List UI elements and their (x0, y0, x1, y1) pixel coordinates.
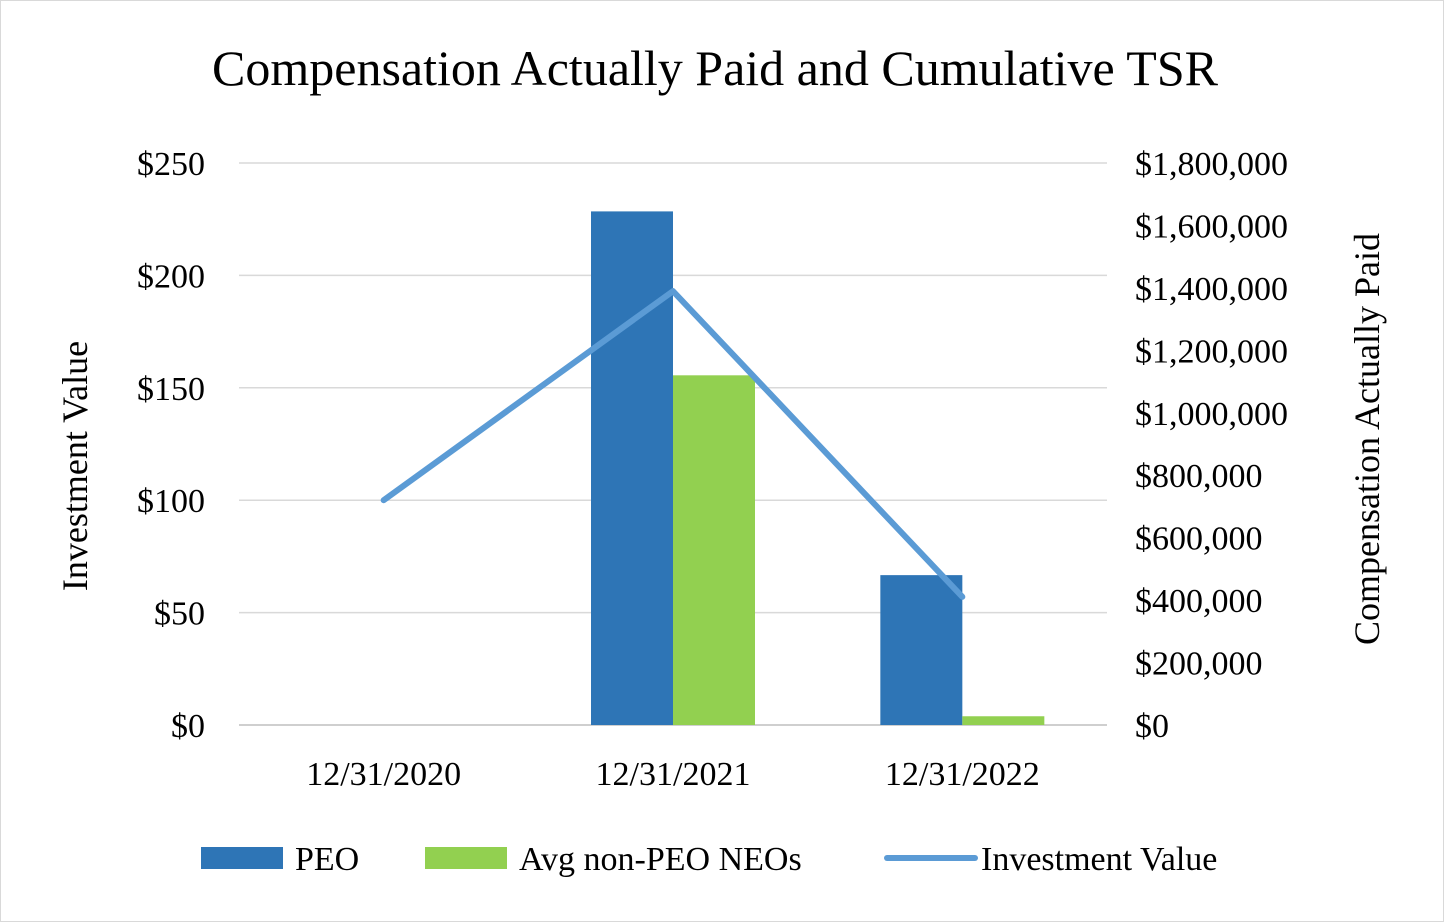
right-tick-label: $800,000 (1135, 458, 1263, 495)
legend-swatch-avg-non-peo-neos (425, 847, 507, 869)
right-tick-label: $1,000,000 (1135, 396, 1288, 433)
right-axis-label: Compensation Actually Paid (1347, 233, 1387, 645)
bar-peo (880, 575, 963, 725)
investment-line (380, 288, 966, 600)
x-tick-label: 12/31/2022 (885, 756, 1040, 793)
left-tick-label: $150 (137, 371, 205, 408)
left-axis-label: Investment Value (55, 341, 95, 591)
left-tick-label: $0 (171, 708, 205, 745)
bar-peo (591, 211, 673, 726)
legend-swatch-peo (201, 847, 283, 869)
x-tick-label: 12/31/2021 (596, 756, 751, 793)
left-axis-ticks: $0 $50 $100 $150 $200 $250 (137, 146, 205, 745)
legend-label-peo: PEO (295, 841, 359, 878)
right-tick-label: $1,600,000 (1135, 208, 1288, 245)
legend-label-investment-value: Investment Value (981, 841, 1217, 878)
bar-avg-non-peo-neos (962, 716, 1045, 725)
right-tick-label: $200,000 (1135, 646, 1263, 683)
left-tick-label: $250 (137, 146, 205, 183)
bars (591, 211, 1045, 726)
legend-label-avg-non-peo-neos: Avg non-PEO NEOs (519, 841, 802, 878)
right-tick-label: $1,800,000 (1135, 146, 1288, 183)
x-tick-label: 12/31/2020 (306, 756, 461, 793)
bar-avg-non-peo-neos (673, 375, 755, 725)
line-investment-value (380, 288, 966, 600)
chart-title: Compensation Actually Paid and Cumulativ… (212, 40, 1219, 96)
right-tick-label: $400,000 (1135, 583, 1263, 620)
right-tick-label: $1,200,000 (1135, 333, 1288, 370)
right-tick-label: $600,000 (1135, 521, 1263, 558)
legend: PEO Avg non-PEO NEOs Investment Value (201, 841, 1217, 878)
x-axis-ticks: 12/31/2020 12/31/2021 12/31/2022 (306, 756, 1040, 793)
left-tick-label: $200 (137, 258, 205, 295)
left-tick-label: $100 (137, 483, 205, 520)
left-tick-label: $50 (154, 596, 205, 633)
right-axis-ticks: $0 $200,000 $400,000 $600,000 $800,000 $1,000… (1135, 146, 1288, 745)
right-tick-label: $1,400,000 (1135, 271, 1288, 308)
right-tick-label: $0 (1135, 708, 1169, 745)
